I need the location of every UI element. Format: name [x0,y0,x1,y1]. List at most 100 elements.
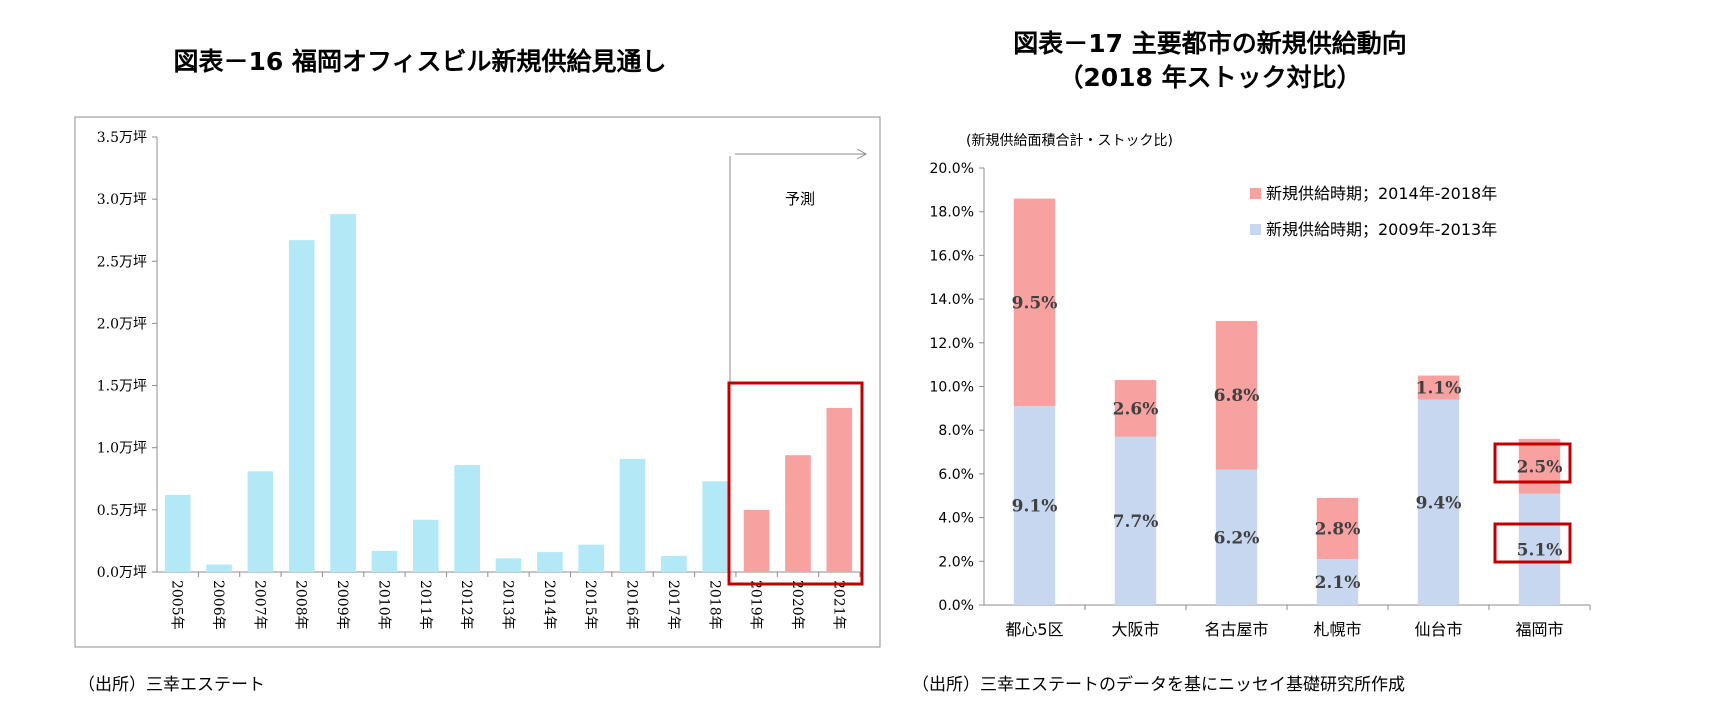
fukuoka-earlier-highlight-box [1493,522,1572,564]
left-x-tick-label: 2016年 [624,580,640,630]
left-x-tick-label: 2005年 [169,580,185,630]
right-y-tick-label: 12.0% [930,336,974,352]
left-x-tick-label: 2008年 [293,580,309,630]
left-y-tick-label: 2.0万坪 [97,316,147,332]
right-bar-segment-札幌市 [1316,497,1359,560]
left-bar-2018年 [702,481,729,572]
forecast-highlight-box [727,381,864,586]
left-bar-2017年 [661,555,687,572]
right-y-tick-label: 14.0% [930,292,974,308]
right-y-tick-label: 18.0% [930,205,974,221]
left-chart-title: 図表－16 福岡オフィスビル新規供給見通し [173,47,667,76]
right-x-tick-label: 仙台市 [1414,620,1462,639]
right-data-label: 9.5% [1012,293,1058,313]
left-x-tick-label: 2011年 [417,580,433,630]
right-chart-subtitle: (新規供給面積合計・ストック比) [966,133,1173,149]
right-stacked-bar-chart: (新規供給面積合計・ストック比) 0.0% 2.0% 4.0% 6.0% 8.0% 10.… [930,133,1591,639]
left-source-note: （出所）三幸エステート [78,675,265,695]
left-x-tick-label: 2007年 [251,580,267,630]
forecast-arrowhead-icon [856,148,868,160]
left-bar-2006年 [206,564,232,572]
left-y-tick-label: 3.0万坪 [97,192,147,208]
right-bar-segment-都心5区 [1013,198,1056,407]
right-data-label: 2.6% [1113,399,1159,419]
right-bar-segment-大阪市 [1114,379,1157,437]
right-chart-title-line2: （2018 年ストック対比） [1058,63,1362,92]
left-x-tick-label: 2019年 [748,580,764,630]
right-source-note: （出所）三幸エステートのデータを基にニッセイ基礎研究所作成 [912,675,1405,695]
right-y-tick-label: 8.0% [938,423,974,439]
left-x-tick-label: 2021年 [830,580,846,630]
right-y-tick-label: 6.0% [938,467,974,483]
right-y-tick-label: 2.0% [938,554,974,570]
left-y-tick-label: 0.5万坪 [97,503,147,519]
right-x-tick-label: 都心5区 [1005,620,1063,639]
left-bar-2007年 [247,471,274,572]
left-y-tick-label: 2.5万坪 [97,254,147,270]
left-x-tick-label: 2010年 [375,580,391,630]
left-bar-2019年 [743,509,770,572]
left-bar-2011年 [412,519,439,572]
left-y-tick-label: 3.5万坪 [97,130,147,146]
left-bar-2008年 [288,240,315,572]
left-x-tick-label: 2018年 [706,580,722,630]
left-bar-2020年 [785,455,811,572]
right-x-tick-label: 福岡市 [1515,620,1563,639]
right-chart-title-line1: 図表－17 主要都市の新規供給動向 [1013,29,1407,58]
left-x-tick-label: 2015年 [582,580,598,630]
right-bar-segment-仙台市 [1417,399,1460,605]
right-bar-segment-福岡市 [1518,493,1561,605]
right-data-label: 2.8% [1315,520,1361,540]
legend-label: 新規供給時期；2014年-2018年 [1266,184,1497,203]
right-data-label: 1.1% [1416,379,1462,399]
right-y-tick-label: 0.0% [938,598,974,614]
right-data-label: 2.5% [1517,457,1563,477]
right-bar-segment-都心5区 [1013,406,1056,605]
left-bar-2013年 [495,558,522,572]
left-x-tick-label: 2013年 [500,580,516,630]
legend-label: 新規供給時期；2009年-2013年 [1266,220,1497,239]
right-bar-segment-名古屋市 [1215,320,1258,470]
left-bar-2021年 [826,407,853,572]
right-data-label: 9.1% [1012,497,1058,517]
left-x-tick-label: 2014年 [541,580,557,630]
left-bar-2014年 [537,552,563,572]
left-x-tick-label: 2017年 [665,580,681,630]
legend-swatch [1250,188,1261,199]
left-x-tick-label: 2006年 [210,580,226,630]
left-bar-chart: 0.0万坪 0.5万坪 1.0万坪 1.5万坪 2.0万坪 2.5万坪 3.0万坪 3.5万坪… [74,116,881,648]
right-data-label: 7.7% [1113,512,1159,532]
left-bar-2009年 [330,214,356,573]
right-data-label: 2.1% [1315,573,1361,593]
left-chart-frame [74,116,881,648]
right-bar-segment-札幌市 [1316,559,1359,605]
left-y-tick-label: 1.5万坪 [97,379,147,395]
right-y-tick-label: 20.0% [930,161,974,177]
fukuoka-recent-highlight-box [1493,442,1572,484]
left-x-tick-label: 2009年 [334,580,350,630]
legend-swatch [1250,224,1261,235]
right-x-tick-label: 名古屋市 [1204,620,1268,639]
left-x-tick-label: 2012年 [458,580,474,630]
right-data-label: 9.4% [1416,493,1462,513]
right-data-label: 6.8% [1214,386,1260,406]
right-y-tick-label: 16.0% [930,248,974,264]
left-bar-2005年 [164,494,191,572]
left-y-tick-label: 1.0万坪 [97,441,147,457]
left-bar-2012年 [454,465,480,572]
right-y-tick-label: 10.0% [930,380,974,396]
right-data-label: 6.2% [1214,528,1260,548]
right-y-tick-label: 4.0% [938,511,974,527]
forecast-label: 予測 [785,190,815,208]
left-y-tick-label: 0.0万坪 [97,565,147,581]
left-bar-2016年 [619,458,646,572]
right-bar-segment-名古屋市 [1215,469,1258,605]
right-x-tick-label: 札幌市 [1313,620,1361,639]
left-bar-2010年 [371,550,398,572]
right-bar-segment-福岡市 [1518,438,1561,494]
right-bar-segment-仙台市 [1417,375,1460,400]
left-x-tick-label: 2020年 [789,580,805,630]
right-bar-segment-大阪市 [1114,436,1157,605]
right-data-label: 5.1% [1517,540,1563,560]
right-x-tick-label: 大阪市 [1111,620,1159,639]
